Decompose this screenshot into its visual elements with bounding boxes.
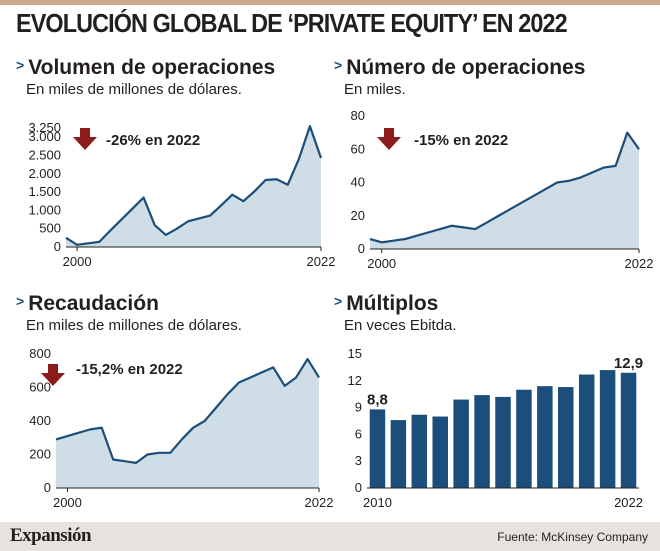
y-tick-label: 500 xyxy=(39,221,61,236)
bar xyxy=(369,409,386,488)
series-line xyxy=(369,131,640,244)
panel-subtitle: En miles de millones de dólares. xyxy=(26,317,242,334)
chevron-right-icon: > xyxy=(16,293,25,309)
down-arrow-icon xyxy=(73,128,97,150)
chevron-right-icon: > xyxy=(16,57,25,73)
down-arrow-icon xyxy=(41,364,65,386)
y-tick-label: 2.000 xyxy=(28,166,61,181)
panel-recaudacion: > Recaudación En miles de millones de dól… xyxy=(16,292,333,520)
panel-numero: > Número de operaciones En miles. 0 20 40 60… xyxy=(334,56,654,282)
y-tick-label: 6 xyxy=(355,426,362,441)
y-tick-label: 3.250 xyxy=(28,120,61,135)
bar-chart-multiplos: 0 3 6 9 12 15 8,8 12,9 2010 2022 xyxy=(348,346,644,510)
y-tick-label: 40 xyxy=(351,175,365,190)
panel-title: > Volumen de operaciones xyxy=(16,56,275,80)
panel-title: > Recaudación xyxy=(16,292,159,316)
y-tick-label: 12 xyxy=(348,373,362,388)
x-tick-label: 2022 xyxy=(307,254,336,269)
bar xyxy=(620,372,637,488)
panel-multiplos: > Múltiplos En veces Ebitda. 0 3 6 9 12 15 8,8 1… xyxy=(334,292,654,520)
bar xyxy=(516,389,532,488)
page-title: EVOLUCIÓN GLOBAL DE ‘PRIVATE EQUITY’ EN … xyxy=(16,8,568,38)
bar xyxy=(537,386,553,488)
panel-title: > Múltiplos xyxy=(334,292,438,316)
y-tick-label: 9 xyxy=(355,400,362,415)
x-tick-label: 2022 xyxy=(625,256,654,271)
annotation-text: -15% en 2022 xyxy=(414,132,508,149)
y-tick-label: 0 xyxy=(54,239,61,254)
bar xyxy=(558,387,574,488)
annotation-text: -26% en 2022 xyxy=(106,132,200,149)
bar xyxy=(474,395,490,488)
y-tick-label: 15 xyxy=(348,346,362,361)
y-tick-label: 200 xyxy=(29,447,51,462)
chevron-right-icon: > xyxy=(334,293,343,309)
y-tick-label: 20 xyxy=(351,208,365,223)
y-tick-label: 1.500 xyxy=(28,184,61,199)
source-note: Fuente: McKinsey Company xyxy=(497,530,648,544)
bar xyxy=(453,399,469,488)
area-chart-numero: 0 20 40 60 80 2000 2022 -15% en 2022 xyxy=(351,108,654,271)
y-tick-label: 0 xyxy=(355,480,362,495)
annotation-text: -15,2% en 2022 xyxy=(76,361,183,378)
bar xyxy=(411,414,428,488)
bar xyxy=(495,396,511,488)
x-tick-label: 2000 xyxy=(53,495,82,510)
bar xyxy=(432,416,448,488)
panel-subtitle: En veces Ebitda. xyxy=(344,317,457,334)
chevron-right-icon: > xyxy=(334,57,343,73)
y-tick-label: 3.000 xyxy=(28,129,61,144)
y-tick-label: 600 xyxy=(29,380,51,395)
y-tick-label: 80 xyxy=(351,108,365,123)
panel-title-text: Recaudación xyxy=(28,292,159,315)
panel-subtitle: En miles de millones de dólares. xyxy=(26,81,242,98)
x-tick-label: 2022 xyxy=(614,495,643,510)
y-tick-label: 800 xyxy=(29,346,51,361)
bar xyxy=(599,370,616,488)
y-tick-label: 1.000 xyxy=(28,202,61,217)
x-tick-label: 2000 xyxy=(367,256,396,271)
panel-title-text: Volumen de operaciones xyxy=(28,56,276,79)
area-fill xyxy=(66,126,321,247)
y-tick-label: 60 xyxy=(351,141,365,156)
y-tick-label: 3 xyxy=(355,453,362,468)
panel-volumen: > Volumen de operaciones En miles de mill… xyxy=(16,56,335,282)
panel-title-text: Múltiplos xyxy=(346,292,439,315)
y-tick-label: 0 xyxy=(44,480,51,495)
down-arrow-icon xyxy=(377,128,401,150)
top-accent-bar xyxy=(0,0,660,5)
area-fill xyxy=(56,359,319,488)
bar xyxy=(578,374,595,488)
series-line xyxy=(65,125,323,246)
y-tick-label: 400 xyxy=(29,413,51,428)
footer: Expansión Fuente: McKinsey Company xyxy=(0,522,660,551)
area-fill xyxy=(370,132,639,249)
data-label: 12,9 xyxy=(614,355,643,372)
panel-subtitle: En miles. xyxy=(344,81,406,98)
series-line xyxy=(55,357,320,464)
y-tick-label: 0 xyxy=(358,241,365,256)
bar xyxy=(390,420,407,488)
brand-logo: Expansión xyxy=(10,525,92,546)
x-tick-label: 2010 xyxy=(363,495,392,510)
x-tick-label: 2022 xyxy=(305,495,334,510)
area-chart-recaudacion: 0 200 400 600 800 2000 2022 -15,2% en 2022 xyxy=(29,346,333,510)
data-label: 8,8 xyxy=(367,391,388,408)
y-tick-label: 2.500 xyxy=(28,147,61,162)
x-tick-label: 2000 xyxy=(63,254,92,269)
panel-title: > Número de operaciones xyxy=(334,56,585,80)
panel-title-text: Número de operaciones xyxy=(346,56,586,79)
